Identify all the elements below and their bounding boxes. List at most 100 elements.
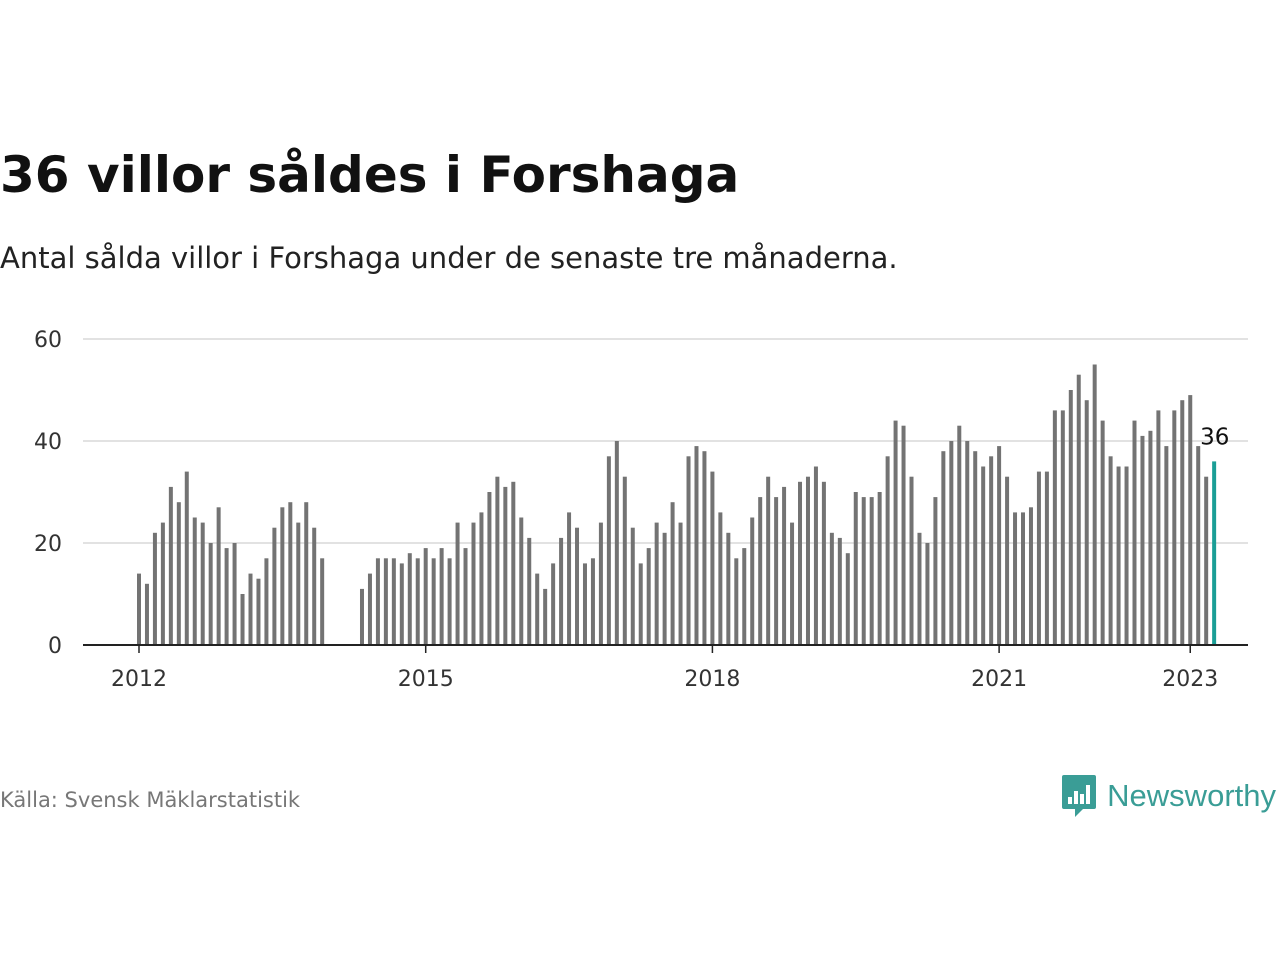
bar [1092,364,1097,645]
bar [1116,466,1121,645]
bar [1156,410,1161,645]
bar [718,512,723,645]
bar [598,522,603,645]
bar [272,527,277,645]
bar [168,486,173,645]
x-tick-label: 2023 [1162,667,1218,692]
bar [439,548,444,645]
bar [845,553,850,645]
y-tick-label: 60 [34,328,62,353]
bar [1005,476,1010,645]
bar [1021,512,1025,645]
bar [997,446,1002,645]
bar [813,466,818,645]
bar [304,502,309,645]
grid-lines [83,338,1248,544]
bar [176,502,181,645]
newsworthy-logo-icon [1062,775,1097,817]
bar [694,446,699,645]
source-note: Källa: Svensk Mäklarstatistik [0,788,301,812]
bar [782,486,787,645]
bar [1108,456,1113,645]
bar [1180,400,1185,645]
x-tick-label: 2021 [971,667,1027,692]
bar [144,583,149,645]
bar [949,441,954,645]
bar [184,471,189,645]
bar [200,522,205,645]
bar [686,456,691,645]
bar [933,497,938,645]
bar [670,502,675,645]
bar [1148,430,1153,645]
bar [1028,507,1033,645]
bar [877,492,882,645]
bar [973,451,978,645]
bar [750,517,755,645]
bar [288,502,293,645]
x-tick-label: 2015 [398,667,454,692]
bar [893,420,898,645]
bar [821,481,826,645]
bar [471,522,476,645]
bar [590,558,595,645]
bar [1052,410,1057,645]
bar [1076,374,1081,645]
bar [216,507,221,645]
bar [208,543,213,645]
bar [431,558,436,645]
bar [1196,446,1201,645]
bar [320,558,325,645]
bar [774,497,779,645]
bar [551,563,556,645]
bar [1188,395,1193,645]
bar [248,573,253,645]
bars [137,364,1217,645]
bar [256,578,261,645]
bar [1140,435,1145,645]
bar [742,548,747,645]
bar [1068,390,1073,645]
bar-chart: 0 20 40 60 36 2012 2015 2018 2021 2023 [34,328,1248,692]
bar [232,543,237,645]
bar [582,563,587,645]
bar [503,486,508,645]
bar [957,425,962,645]
bar [837,537,842,645]
bar [575,527,580,645]
bar [662,532,667,645]
brand-logo: Newsworthy [1061,772,1276,820]
bar [965,441,970,645]
bar [885,456,890,645]
bar [152,532,157,645]
bar [487,492,492,645]
bar [630,527,635,645]
bar [137,573,141,645]
y-tick-label: 0 [48,634,62,659]
bar [614,441,619,645]
bar [917,532,922,645]
bar [1132,420,1137,645]
bar [224,548,229,645]
bar [479,512,484,645]
x-tick-label: 2018 [684,667,740,692]
bar [463,548,468,645]
bar [853,492,858,645]
bar [296,522,301,645]
bar [981,466,986,645]
bar [160,522,165,645]
bar [1036,471,1041,645]
bar [559,537,564,645]
bar [861,497,866,645]
highlight-value-label: 36 [1200,424,1229,450]
bar [726,532,731,645]
bar [1060,410,1065,645]
bar [734,558,739,645]
bar [790,522,795,645]
bar [280,507,285,645]
bar [638,563,643,645]
bar [535,573,540,645]
bar [455,522,460,645]
y-tick-label: 40 [34,430,62,455]
bar [829,532,834,645]
